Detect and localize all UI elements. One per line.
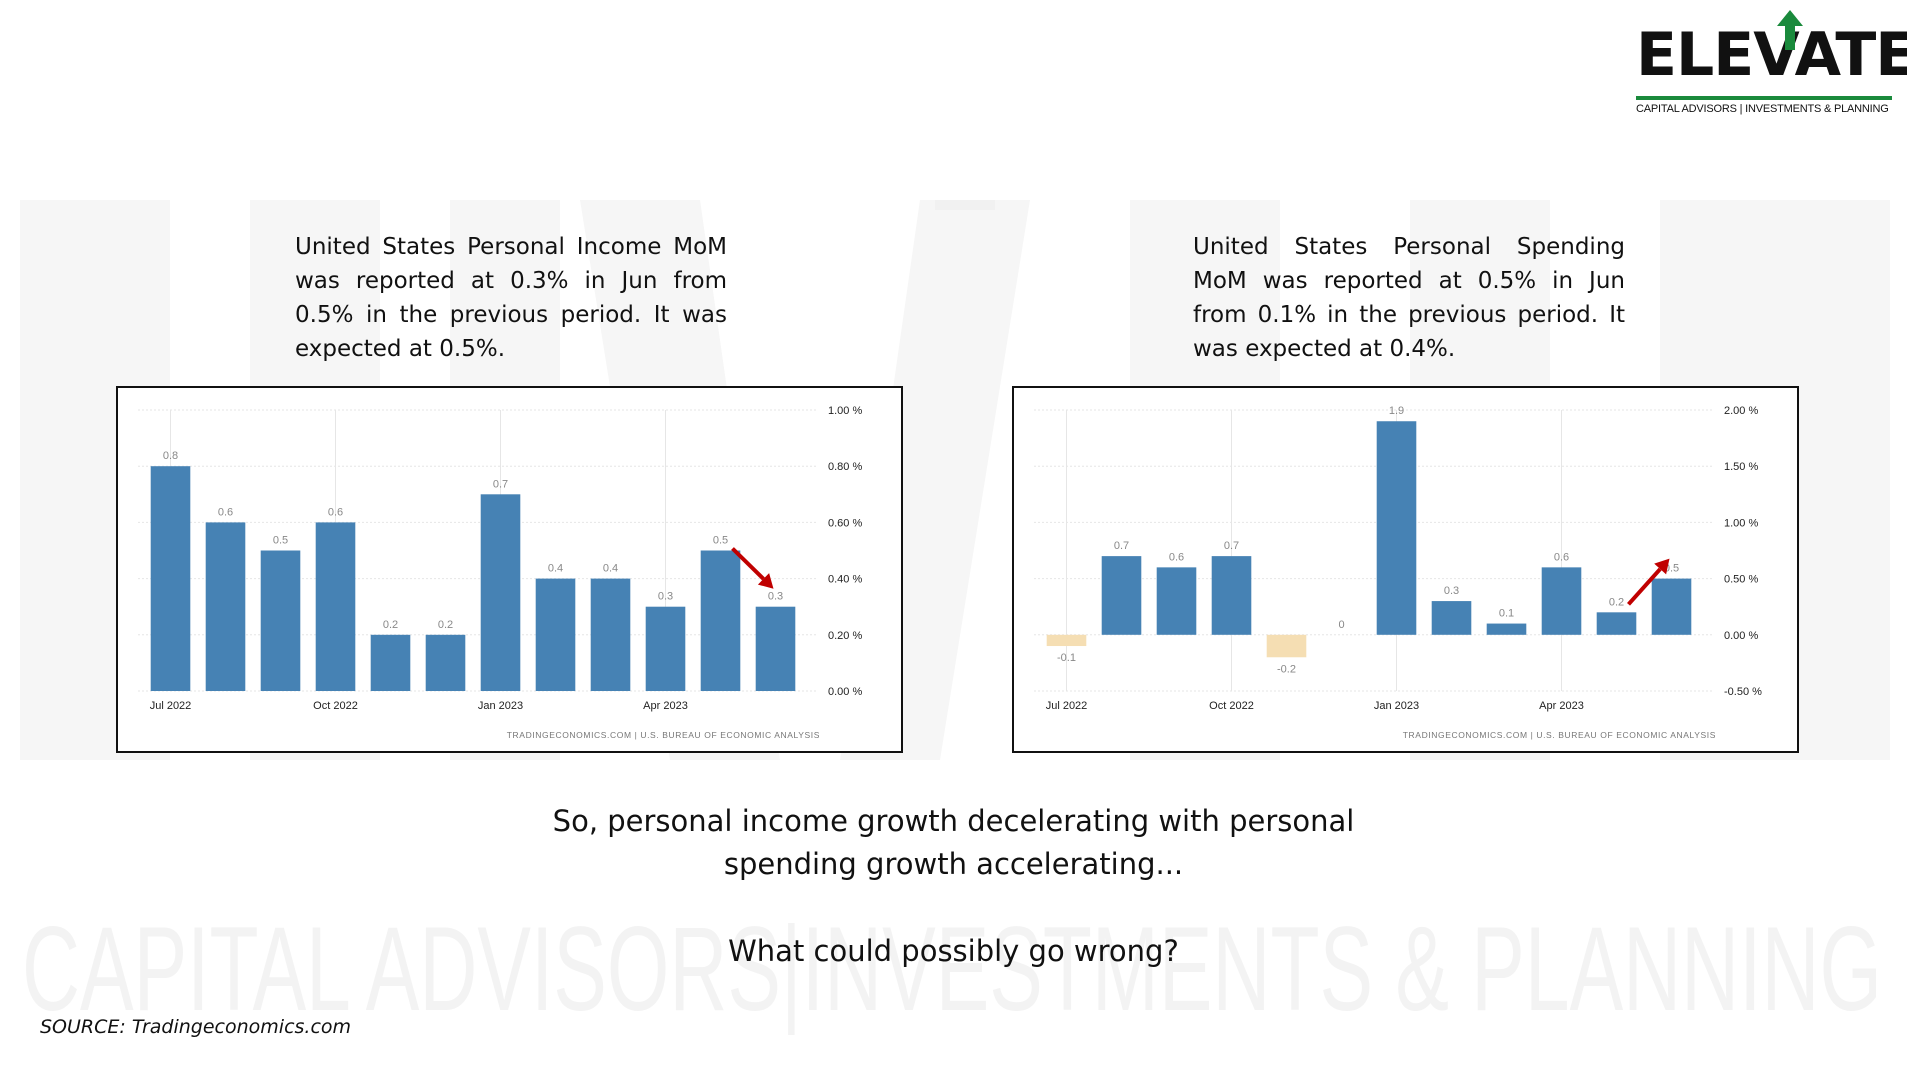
bar (700, 550, 741, 691)
logo-divider (1636, 96, 1892, 100)
data-label: 0.2 (1609, 596, 1624, 608)
y-tick-label: 0.60 % (828, 517, 862, 529)
bar (590, 578, 631, 691)
data-label: 0.6 (218, 506, 233, 518)
data-label: -0.2 (1277, 663, 1296, 675)
conclusion-line-2: spending growth accelerating... (723, 847, 1184, 881)
bar (1046, 634, 1087, 647)
data-label: 0.6 (1169, 551, 1184, 563)
chart-credit: TRADINGECONOMICS.COM | U.S. BUREAU OF EC… (507, 730, 820, 740)
background-tagline-watermark: CAPITAL ADVISORS|INVESTMENTS & PLANNING (22, 902, 1882, 1035)
x-tick-label: Oct 2022 (1209, 700, 1254, 712)
logo-arrow-icon (1777, 10, 1803, 50)
data-label: 0.7 (493, 478, 508, 490)
spending-chart-panel: -0.50 % 0.00 % 0.50 % 1.00 % 1.50 % 2.00 % Jul… (1012, 386, 1799, 753)
bar (480, 494, 521, 691)
conclusion-question: What could possibly go wrong? (728, 934, 1179, 968)
x-tick-label: Jan 2023 (1374, 700, 1419, 712)
x-tick-label: Jul 2022 (150, 700, 192, 712)
y-tick-label: 1.50 % (1724, 461, 1758, 473)
data-label: 0.6 (328, 506, 343, 518)
y-tick-label: 0.00 % (1724, 630, 1758, 642)
source-note: SOURCE: Tradingeconomics.com (40, 1016, 352, 1038)
income-chart-panel: 0.00 % 0.20 % 0.40 % 0.60 % 0.80 % 1.00 % Jul … (116, 386, 903, 753)
data-label: 0.7 (1114, 540, 1129, 552)
bar (1266, 634, 1307, 658)
bar (260, 550, 301, 691)
y-tick-label: 0.20 % (828, 630, 862, 642)
bar (535, 578, 576, 691)
data-label: 0.3 (768, 591, 783, 603)
data-label: 0.5 (713, 535, 728, 547)
data-label: 0.4 (548, 563, 563, 575)
data-label: 0.1 (1499, 608, 1514, 620)
y-tick-label: 0.50 % (1724, 574, 1758, 586)
data-label: 0.2 (438, 619, 453, 631)
conclusion-line-1: So, personal income growth decelerating … (552, 804, 1355, 838)
x-tick-label: Apr 2023 (643, 700, 688, 712)
annotation-arrow (1627, 567, 1662, 606)
annotation-arrowhead (1654, 558, 1670, 575)
data-label: 0.6 (1554, 551, 1569, 563)
y-tick-label: 0.40 % (828, 574, 862, 586)
bar (1376, 421, 1417, 635)
annotation-arrowhead (757, 573, 774, 589)
bar (755, 606, 796, 691)
data-label: 0 (1338, 619, 1344, 631)
elevate-logo: ELEVATE CAPITAL ADVISORS | INVESTMENTS &… (1636, 10, 1907, 120)
logo-tagline: CAPITAL ADVISORS | INVESTMENTS & PLANNIN… (1636, 103, 1889, 115)
bar (425, 634, 466, 691)
bar (1541, 567, 1582, 635)
bar (1431, 601, 1472, 635)
income-chart: 0.00 % 0.20 % 0.40 % 0.60 % 0.80 % 1.00 % Jul … (138, 405, 862, 740)
y-tick-label: 0.00 % (828, 686, 862, 698)
y-tick-label: 2.00 % (1724, 405, 1758, 417)
y-tick-label: 1.00 % (1724, 517, 1758, 529)
logo-wordmark: ELEVATE (1636, 20, 1907, 90)
chart-credit: TRADINGECONOMICS.COM | U.S. BUREAU OF EC… (1403, 730, 1716, 740)
x-tick-label: Jul 2022 (1046, 700, 1088, 712)
annotation-arrow (731, 547, 765, 581)
bar (645, 606, 686, 691)
bar (370, 634, 411, 691)
data-label: 0.5 (273, 535, 288, 547)
data-label: 0.2 (383, 619, 398, 631)
x-tick-label: Apr 2023 (1539, 700, 1584, 712)
x-tick-label: Jan 2023 (478, 700, 523, 712)
y-tick-label: 1.00 % (828, 405, 862, 417)
data-label: 0.3 (658, 591, 673, 603)
bar (1156, 567, 1197, 635)
income-description: United States Personal Income MoM was re… (295, 234, 727, 362)
spending-description: United States Personal Spending MoM was … (1193, 234, 1625, 362)
bar (1596, 612, 1637, 635)
bar (1651, 578, 1692, 635)
bar (1101, 556, 1142, 635)
data-label: 0.7 (1224, 540, 1239, 552)
data-label: 0.8 (163, 450, 178, 462)
data-label: 1.9 (1389, 405, 1404, 417)
bar (1211, 556, 1252, 635)
y-tick-label: 0.80 % (828, 461, 862, 473)
bar (1486, 623, 1527, 635)
bar (205, 522, 246, 691)
watermark-text: CAPITAL ADVISORS|INVESTMENTS & PLANNING (22, 902, 1882, 1035)
spending-chart: -0.50 % 0.00 % 0.50 % 1.00 % 1.50 % 2.00 % Jul… (1034, 405, 1762, 740)
bar (150, 466, 191, 691)
bar (315, 522, 356, 691)
y-tick-label: -0.50 % (1724, 686, 1762, 698)
data-label: 0.4 (603, 563, 618, 575)
data-label: -0.1 (1057, 652, 1076, 664)
x-tick-label: Oct 2022 (313, 700, 358, 712)
data-label: 0.3 (1444, 585, 1459, 597)
